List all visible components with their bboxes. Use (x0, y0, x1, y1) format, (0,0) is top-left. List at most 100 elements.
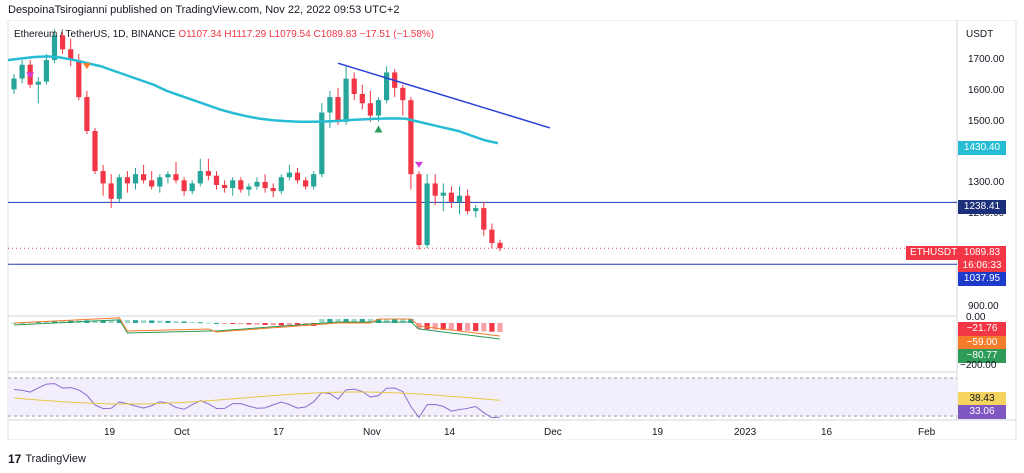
macd-histogram-bar (189, 321, 195, 323)
last-price-tag: 1089.83 (958, 246, 1006, 260)
macd-bottom-tick: −200.00 (960, 360, 997, 371)
macd-line (13, 319, 501, 340)
time-tick: 14 (444, 427, 456, 438)
footer-brand: TradingView (25, 453, 86, 465)
candle-body (327, 97, 333, 113)
time-tick: 17 (273, 427, 285, 438)
macd-histogram-bar (400, 319, 406, 323)
macd-histogram-bar (205, 322, 211, 324)
rsi-line (13, 383, 501, 419)
candle-body (222, 184, 228, 189)
resistance-price-tag: 1238.41 (958, 200, 1006, 214)
candle-body (19, 64, 25, 79)
macd-histogram-bar (473, 323, 479, 332)
candle-body (335, 97, 341, 122)
signal-line (13, 317, 501, 337)
macd-histogram-bar (173, 321, 179, 323)
time-tick: Dec (544, 427, 562, 438)
change-value: −17.51 (−1.58%) (359, 29, 435, 40)
candle-body (400, 87, 406, 101)
candle-body (456, 195, 463, 202)
candle-body (108, 183, 114, 199)
macd-histogram-bar (286, 323, 292, 326)
macd-histogram-bar (351, 319, 357, 323)
candle-body (359, 94, 365, 104)
buy-signal-icon (374, 125, 383, 133)
rsi-ma-line (13, 391, 501, 405)
price-tick: 1300.00 (968, 177, 1005, 189)
candle-body (286, 172, 292, 178)
candle-body (197, 171, 203, 184)
candle-body (181, 180, 187, 192)
candle-body (246, 186, 252, 190)
macd-histogram-bar (181, 321, 187, 323)
macd-histogram-bar (124, 320, 130, 323)
macd-histogram-bar (149, 320, 155, 323)
macd-histogram-bar (424, 323, 430, 330)
macd-histogram-bar (11, 323, 17, 324)
candle-body (481, 208, 487, 230)
macd-histogram-bar (108, 320, 114, 323)
macd-histogram-bar (132, 320, 139, 323)
candle-body (303, 180, 309, 187)
publish-line: DespoinaTsirogianni published on Trading… (8, 4, 400, 16)
macd-histogram-bar (141, 320, 147, 323)
ma-price-tag: 1430.40 (958, 141, 1006, 155)
candle-body (230, 180, 236, 189)
candle-body (408, 100, 414, 175)
macd-histogram-bar (294, 323, 301, 326)
macd-histogram-bar (432, 323, 438, 330)
price-tick: 900.00 (968, 300, 999, 312)
candle-body (205, 171, 211, 176)
high-value: H1117.29 (224, 29, 267, 40)
candle-body (141, 174, 147, 181)
tradingview-logo-icon: 17 (8, 452, 22, 466)
support-price-tag: 1037.95 (958, 272, 1006, 286)
macd-histogram-bar (254, 323, 260, 325)
footer: 17 TradingView (8, 452, 86, 466)
candle-body (100, 171, 106, 184)
open-value: O1107.34 (178, 29, 222, 40)
candle-body (213, 175, 220, 185)
candle-body (68, 49, 74, 61)
macd-histogram-bar (51, 321, 58, 323)
symbol-label: Ethereum / TetherUS, 1D, BINANCE (14, 29, 176, 40)
macd-line-tag: −80.77 (958, 349, 1006, 363)
rsi-band (8, 378, 957, 416)
candle-body (270, 188, 276, 192)
macd-histogram-bar (92, 320, 98, 323)
candle-body (92, 131, 98, 172)
macd-histogram-bar (489, 323, 495, 332)
candle-body (189, 183, 195, 192)
macd-zero-tick: 0.00 (966, 312, 986, 323)
macd-histogram-bar (100, 320, 106, 323)
chart-canvas[interactable] (0, 20, 1024, 440)
macd-histogram-bar (359, 319, 365, 323)
candle-body (11, 78, 17, 90)
rsi-value-tag: 33.06 (958, 405, 1006, 419)
macd-histogram-bar (60, 320, 66, 323)
candle-body (76, 60, 82, 98)
time-tick: Nov (363, 427, 381, 438)
candle-body (489, 229, 495, 243)
macd-histogram-bar (19, 322, 25, 324)
macd-histogram-bar (246, 323, 252, 325)
candle-body (51, 35, 58, 61)
macd-histogram-bar (230, 323, 236, 324)
macd-histogram-bar (335, 319, 341, 323)
trendline (337, 62, 551, 129)
time-tick: 19 (104, 427, 116, 438)
time-tick: 19 (652, 427, 664, 438)
macd-histogram-bar (43, 321, 49, 323)
time-tick: Feb (918, 427, 936, 438)
candle-body (124, 177, 130, 184)
macd-histogram-bar (213, 322, 220, 324)
candle-body (424, 183, 430, 246)
candle-body (157, 177, 163, 187)
price-tick: 1600.00 (968, 84, 1005, 96)
candle-body (384, 72, 390, 101)
candle-body (149, 180, 155, 187)
macd-histogram-bar (448, 323, 454, 331)
macd-histogram-bar (327, 319, 333, 323)
low-value: L1079.54 (268, 29, 311, 40)
